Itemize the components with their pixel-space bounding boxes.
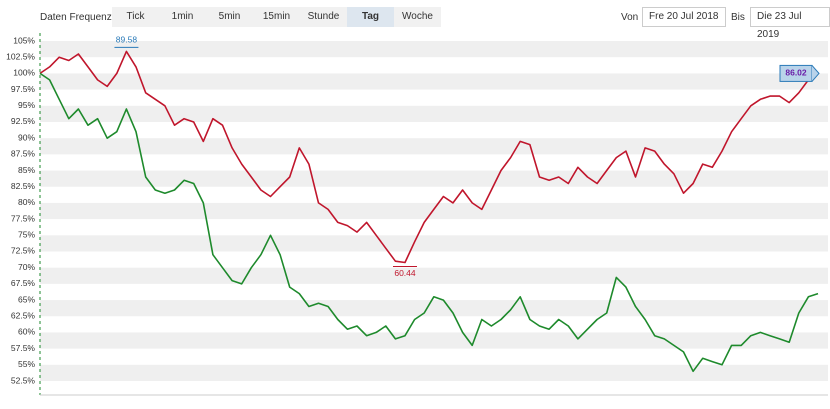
y-tick-label: 105% <box>13 35 35 45</box>
grid-band <box>40 267 828 284</box>
series-line <box>39 72 819 373</box>
y-tick-label: 67.5% <box>11 278 36 288</box>
y-tick-label: 77.5% <box>11 213 36 223</box>
grid-band <box>40 300 828 317</box>
frequency-button[interactable]: Woche <box>402 11 433 22</box>
frequency-button[interactable]: Tag <box>347 7 394 27</box>
y-tick-label: 70% <box>18 262 35 272</box>
grid-band <box>40 41 828 58</box>
frequency-label: Daten Frequenz <box>40 12 112 23</box>
toolbar: Daten Frequenz Tick 1min 5min 15min Stunde Ta… <box>0 0 830 40</box>
y-tick-label: 102.5% <box>6 51 35 61</box>
y-tick-label: 97.5% <box>11 84 36 94</box>
frequency-button[interactable]: Tick <box>126 11 145 22</box>
y-tick-label: 55% <box>18 359 35 369</box>
y-tick-label: 75% <box>18 230 35 240</box>
min-label: 60.44 <box>394 268 416 278</box>
y-tick-label: 90% <box>18 132 35 142</box>
grid-band <box>40 364 828 382</box>
grid-band <box>40 170 828 187</box>
y-tick-label: 62.5% <box>11 311 36 321</box>
y-tick-label: 52.5% <box>11 375 36 385</box>
from-date[interactable]: Fre 20 Jul 2018 <box>642 7 726 27</box>
y-tick-label: 95% <box>18 100 35 110</box>
frequency-button[interactable]: 15min <box>262 11 291 22</box>
y-tick-label: 87.5% <box>11 149 36 159</box>
grid-band <box>40 202 828 220</box>
grid-band <box>40 332 828 349</box>
from-label: Von <box>621 12 639 23</box>
button-group: Tick 1min 5min 15min Stunde Tag Woche <box>112 7 441 27</box>
y-tick-label: 60% <box>18 327 35 337</box>
last-value-pointer <box>811 65 820 82</box>
y-tick-label: 65% <box>18 294 35 304</box>
max-label: 89.58 <box>116 35 138 45</box>
last-value-label: 86.02 <box>785 68 807 78</box>
y-tick-label: 72.5% <box>11 246 36 256</box>
frequency-button[interactable]: Stunde <box>307 11 340 22</box>
grid-band <box>40 73 828 90</box>
y-tick-label: 82.5% <box>11 181 36 191</box>
frequency-button[interactable]: 5min <box>218 11 241 22</box>
to-label: Bis <box>731 12 745 23</box>
y-tick-label: 80% <box>18 197 35 207</box>
grid-band <box>40 235 828 252</box>
y-tick-label: 85% <box>18 165 35 175</box>
y-tick-label: 57.5% <box>11 343 36 353</box>
frequency-button[interactable]: 1min <box>171 11 194 22</box>
series-line <box>39 50 819 264</box>
grid-band <box>40 138 828 155</box>
y-tick-label: 100% <box>13 68 35 78</box>
grid-band <box>40 105 828 122</box>
y-tick-label: 92.5% <box>11 116 36 126</box>
